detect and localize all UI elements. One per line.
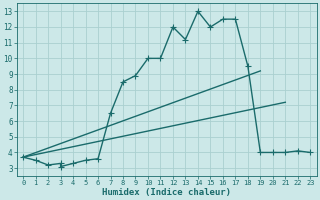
X-axis label: Humidex (Indice chaleur): Humidex (Indice chaleur) [102, 188, 231, 197]
